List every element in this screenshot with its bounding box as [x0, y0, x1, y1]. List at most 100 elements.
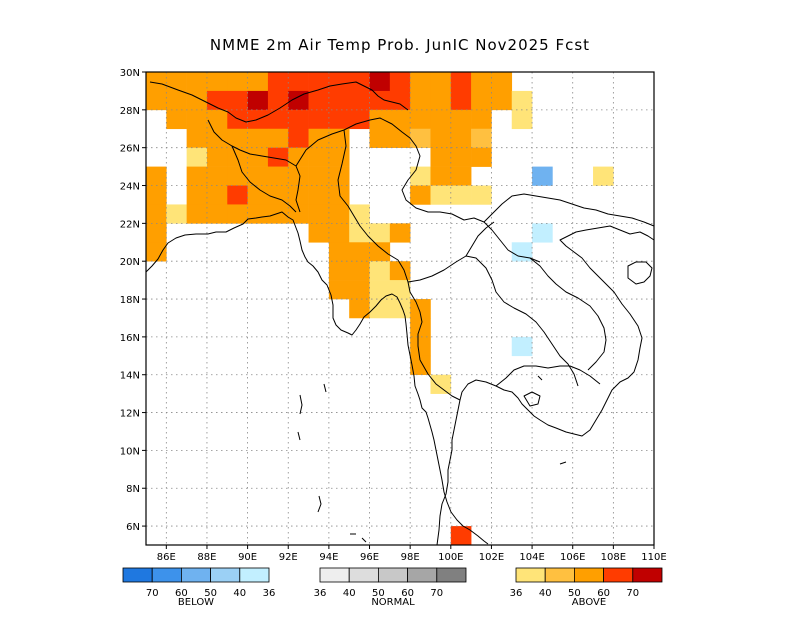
probability-cell — [308, 109, 330, 130]
legend-number-below: 40 — [233, 588, 246, 599]
probability-cell — [227, 204, 248, 224]
gulf-coast — [436, 225, 655, 546]
legend-number-normal: 50 — [372, 588, 385, 599]
probability-cell — [430, 147, 452, 167]
probability-cell — [430, 166, 452, 186]
probability-cell — [288, 109, 309, 130]
probability-cell — [288, 128, 309, 148]
lon-tick-label: 94E — [319, 552, 338, 563]
probability-cell — [146, 166, 167, 186]
probability-cell — [186, 128, 208, 148]
legend-swatch-above — [603, 567, 634, 583]
probability-cell — [328, 280, 350, 300]
probability-cell — [328, 242, 350, 262]
lon-tick-label: 90E — [238, 552, 257, 563]
lat-tick-label: 18N — [120, 295, 140, 306]
probability-cell — [247, 90, 269, 111]
himalaya-border — [149, 81, 409, 123]
probability-cell — [369, 280, 391, 300]
probability-cell — [450, 185, 472, 205]
latitude-labels: 30N 28N 26N 24N 22N 20N 18N 16N 14N 12N 10N 8N 6N — [120, 68, 146, 533]
probability-cell — [410, 72, 431, 92]
lat-tick-label: 20N — [120, 257, 140, 268]
lat-tick-label: 26N — [120, 144, 140, 155]
probability-cell — [471, 72, 492, 92]
probability-cell — [308, 147, 330, 167]
longitude-labels: 86E 88E 90E 92E 94E 96E 98E 100E 102E 104E 106E 108… — [157, 545, 667, 563]
probability-cell — [186, 90, 208, 111]
probability-cell — [389, 299, 411, 319]
legend-number-normal: 60 — [401, 588, 414, 599]
legend-number-below: 50 — [204, 588, 217, 599]
probability-cell — [267, 147, 289, 167]
probability-cell — [227, 128, 248, 148]
probability-cell — [410, 185, 431, 205]
legend-normal-label: NORMAL — [371, 597, 415, 608]
probability-cell — [471, 109, 492, 130]
probability-cell — [267, 128, 289, 148]
lat-tick-label: 16N — [120, 333, 140, 344]
legend-number-normal: 70 — [430, 588, 443, 599]
probability-cell — [430, 109, 452, 130]
map-title: NMME 2m Air Temp Prob. JunIC Nov2025 Fcs… — [209, 36, 591, 54]
probability-cell — [450, 109, 472, 130]
probability-cell — [328, 204, 350, 224]
legend-swatch-below — [180, 567, 211, 583]
legend-swatch-below — [210, 567, 241, 583]
lon-tick-label: 92E — [279, 552, 298, 563]
inland-border-1 — [207, 119, 301, 213]
probability-cell — [206, 109, 228, 130]
probability-cell — [247, 166, 269, 186]
probability-cell — [369, 128, 391, 148]
probability-cell — [227, 72, 248, 92]
probability-cell — [410, 166, 431, 186]
probability-cell — [166, 72, 187, 92]
legend-swatch-normal — [407, 567, 438, 583]
lon-tick-label: 100E — [438, 552, 463, 563]
probability-cell — [349, 72, 370, 92]
probability-cell — [247, 128, 269, 148]
legend-number-above: 70 — [626, 588, 639, 599]
probability-cell — [227, 109, 248, 130]
bengal-coast — [145, 211, 489, 545]
probability-cell — [430, 128, 452, 148]
probability-cell — [288, 185, 309, 205]
probability-cell — [247, 72, 269, 92]
probability-cell — [471, 147, 492, 167]
probability-cell — [450, 526, 472, 546]
probability-cell — [247, 147, 269, 167]
probability-cell — [450, 166, 472, 186]
inland-border-10 — [483, 193, 655, 227]
probability-cell — [288, 90, 309, 111]
probability-cell — [430, 90, 452, 111]
lat-tick-label: 10N — [120, 446, 140, 457]
lon-tick-label: 104E — [519, 552, 544, 563]
probability-cell — [206, 185, 228, 205]
tonle-sap — [523, 391, 541, 407]
probability-cell — [389, 280, 411, 300]
probability-cell — [186, 147, 208, 167]
legend-swatch-normal — [348, 567, 379, 583]
probability-cell — [389, 109, 411, 130]
probability-cell — [532, 223, 553, 243]
probability-cell — [511, 242, 533, 262]
probability-cell — [227, 185, 248, 205]
probability-cell — [206, 72, 228, 92]
probability-cell — [389, 128, 411, 148]
probability-cell — [186, 109, 208, 130]
probability-cell — [369, 90, 391, 111]
lat-tick-label: 6N — [126, 522, 140, 533]
probability-cell — [288, 166, 309, 186]
probability-cell — [247, 204, 269, 224]
probability-cell — [146, 72, 167, 92]
probability-cell — [328, 185, 350, 205]
lat-tick-label: 28N — [120, 106, 140, 117]
legend-number-above: 40 — [539, 588, 552, 599]
probability-cell — [349, 299, 370, 319]
probability-cell — [146, 90, 167, 111]
legend-swatch-above — [544, 567, 575, 583]
lat-tick-label: 12N — [120, 409, 140, 420]
probability-cell — [206, 204, 228, 224]
probability-cell — [349, 90, 370, 111]
